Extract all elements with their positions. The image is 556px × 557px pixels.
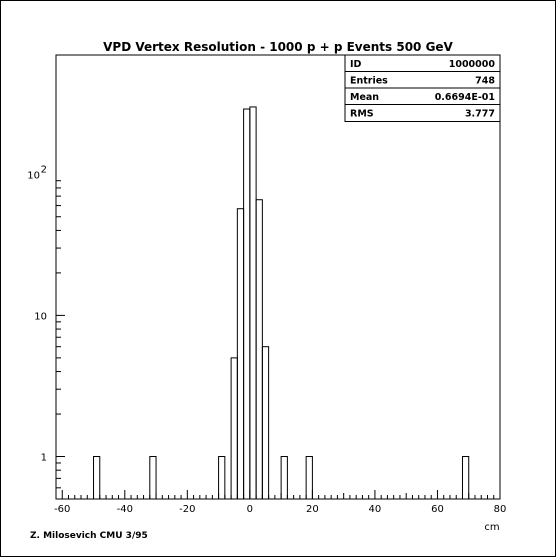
chart-title: VPD Vertex Resolution - 1000 p + p Event… [103, 40, 453, 54]
x-tick-label: 60 [431, 504, 444, 515]
y-tick-label: 10 [27, 170, 40, 181]
plot-frame [55, 54, 501, 500]
stats-label-mean: Mean [350, 92, 379, 103]
stats-box: ID 1000000 Entries 748 Mean 0.6694E-01 RMS 3.77… [344, 54, 501, 122]
stats-value-entries: 748 [475, 76, 495, 87]
stats-value-mean: 0.6694E-01 [435, 92, 495, 103]
x-tick-label: 20 [306, 504, 319, 515]
stats-value-id: 1000000 [449, 59, 496, 70]
credit-text: Z. Milosevich CMU 3/95 [30, 531, 148, 541]
stats-label-entries: Entries [350, 76, 388, 87]
x-tick-label: -60 [54, 504, 70, 515]
stats-label-rms: RMS [350, 109, 374, 120]
stats-label-id: ID [350, 59, 362, 70]
x-tick-label: 40 [369, 504, 382, 515]
y-tick-exponent: 2 [41, 164, 47, 175]
x-tick-label: 80 [494, 504, 507, 515]
stats-value-rms: 3.777 [465, 109, 495, 120]
y-tick-label: 10 [34, 311, 47, 322]
x-tick-label: -40 [117, 504, 133, 515]
x-axis-label: cm [484, 522, 499, 533]
y-tick-label: 1 [41, 453, 47, 464]
x-tick-label: -20 [179, 504, 195, 515]
x-tick-label: 0 [247, 504, 253, 515]
